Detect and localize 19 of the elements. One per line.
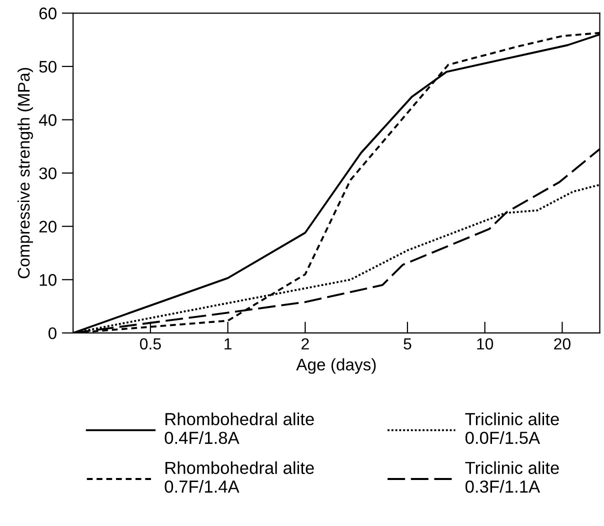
x-tick-label: 10 xyxy=(477,338,494,350)
y-tick-label: 10 xyxy=(40,274,56,286)
y-tick-label: 50 xyxy=(39,60,56,73)
legend-label: Triclinic alite 0.0F/1.5A xyxy=(465,412,559,444)
x-tick-label: 5 xyxy=(404,338,412,350)
y-tick-label: 60 xyxy=(39,8,56,20)
x-tick-label: 0.5 xyxy=(140,338,161,350)
legend-label: Triclinic alite 0.3F/1.1A xyxy=(465,461,559,493)
y-tick-label: 30 xyxy=(39,167,56,180)
legend-label: Rhombohedral alite 0.4F/1.8A xyxy=(164,412,314,444)
legend-label: Rhombohedral alite 0.7F/1.4A xyxy=(164,461,314,493)
x-tick-label: 1 xyxy=(224,338,232,350)
y-tick-label: 20 xyxy=(39,220,56,233)
x-tick-label: 20 xyxy=(554,338,570,350)
y-tick-label: 40 xyxy=(38,114,56,126)
x-tick-label: 2 xyxy=(302,338,309,350)
y-axis-title: Compressive strength (MPa) xyxy=(17,68,34,278)
x-axis-title: Age (days) xyxy=(296,358,376,374)
y-tick-label: 0 xyxy=(48,327,56,340)
